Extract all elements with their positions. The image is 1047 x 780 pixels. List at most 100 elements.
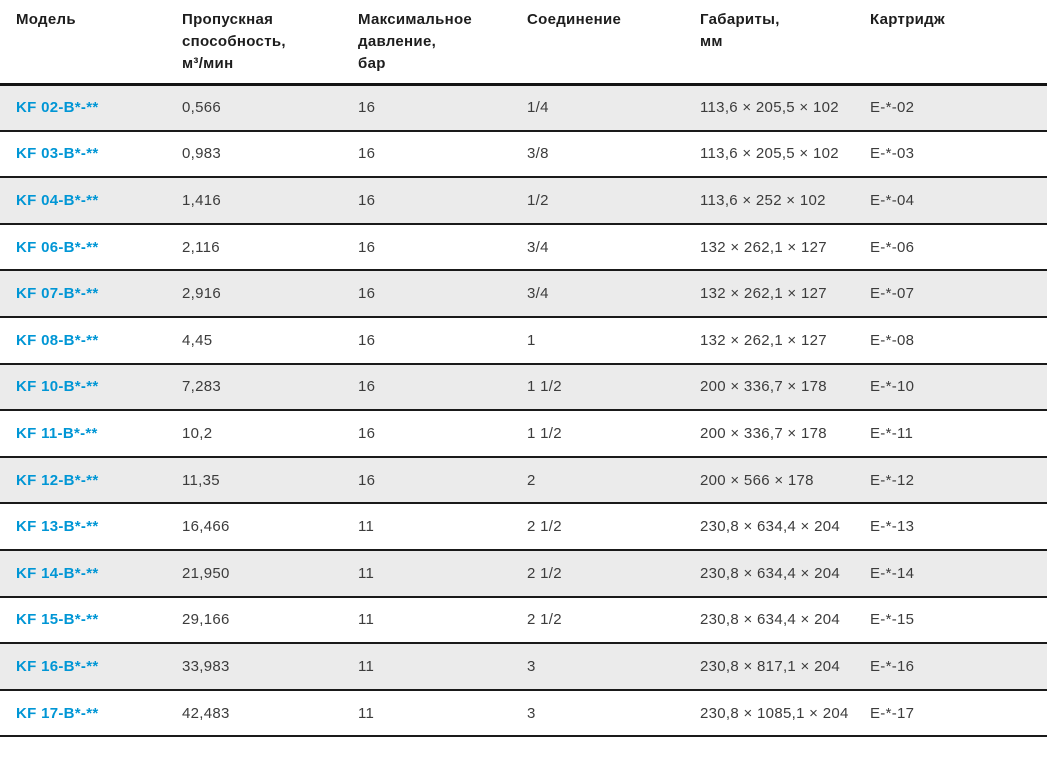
pressure-cell: 16	[358, 456, 527, 505]
capacity-cell: 1,416	[182, 177, 358, 225]
model-cell: KF 17-B*-**	[0, 689, 182, 738]
dimensions-cell: 113,6 × 252 × 102	[700, 177, 870, 225]
column-header-dimensions: Габариты, мм	[700, 0, 870, 86]
model-cell: KF 14-B*-**	[0, 549, 182, 598]
connection-cell: 2	[527, 456, 700, 505]
cartridge-cell: E-*-12	[870, 456, 1047, 505]
pressure-cell: 11	[358, 643, 527, 691]
pressure-cell: 16	[358, 84, 527, 132]
dimensions-cell: 230,8 × 634,4 × 204	[700, 596, 870, 645]
dimensions-cell: 230,8 × 1085,1 × 204	[700, 689, 870, 738]
model-cell: KF 07-B*-**	[0, 270, 182, 318]
model-link[interactable]: KF 12-B*-**	[16, 471, 99, 489]
model-cell: KF 11-B*-**	[0, 410, 182, 458]
pressure-cell: 16	[358, 130, 527, 179]
connection-cell: 1/4	[527, 84, 700, 132]
model-link[interactable]: KF 04-B*-**	[16, 191, 99, 209]
capacity-cell: 10,2	[182, 410, 358, 458]
table-row: KF 08-B*-** 4,45 16 1 132 × 262,1 × 127 …	[0, 316, 1047, 365]
cartridge-cell: E-*-04	[870, 177, 1047, 225]
table-row: KF 06-B*-** 2,116 16 3/4 132 × 262,1 × 1…	[0, 223, 1047, 272]
model-link[interactable]: KF 02-B*-**	[16, 99, 99, 117]
pressure-cell: 11	[358, 596, 527, 645]
connection-cell: 1 1/2	[527, 363, 700, 412]
dimensions-cell: 230,8 × 634,4 × 204	[700, 503, 870, 551]
model-link[interactable]: KF 03-B*-**	[16, 145, 99, 163]
model-link[interactable]: KF 07-B*-**	[16, 285, 99, 303]
model-cell: KF 03-B*-**	[0, 130, 182, 179]
table-row: KF 12-B*-** 11,35 16 2 200 × 566 × 178 E…	[0, 456, 1047, 505]
cartridge-cell: E-*-10	[870, 363, 1047, 412]
pressure-cell: 11	[358, 503, 527, 551]
dimensions-cell: 113,6 × 205,5 × 102	[700, 130, 870, 179]
table-row: KF 07-B*-** 2,916 16 3/4 132 × 262,1 × 1…	[0, 270, 1047, 318]
connection-cell: 2 1/2	[527, 503, 700, 551]
connection-cell: 3/4	[527, 270, 700, 318]
cartridge-cell: E-*-15	[870, 596, 1047, 645]
cartridge-cell: E-*-06	[870, 223, 1047, 272]
table-row: KF 10-B*-** 7,283 16 1 1/2 200 × 336,7 ×…	[0, 363, 1047, 412]
pressure-cell: 16	[358, 363, 527, 412]
dimensions-cell: 230,8 × 634,4 × 204	[700, 549, 870, 598]
table-body: KF 02-B*-** 0,566 16 1/4 113,6 × 205,5 ×…	[0, 84, 1047, 738]
column-header-model: Модель	[0, 0, 182, 86]
dimensions-cell: 132 × 262,1 × 127	[700, 223, 870, 272]
dimensions-cell: 132 × 262,1 × 127	[700, 316, 870, 365]
dimensions-cell: 132 × 262,1 × 127	[700, 270, 870, 318]
cartridge-cell: E-*-13	[870, 503, 1047, 551]
model-link[interactable]: KF 14-B*-**	[16, 564, 99, 582]
model-cell: KF 15-B*-**	[0, 596, 182, 645]
dimensions-cell: 200 × 336,7 × 178	[700, 410, 870, 458]
connection-cell: 2 1/2	[527, 596, 700, 645]
connection-cell: 1 1/2	[527, 410, 700, 458]
table-row: KF 16-B*-** 33,983 11 3 230,8 × 817,1 × …	[0, 643, 1047, 691]
model-cell: KF 08-B*-**	[0, 316, 182, 365]
column-header-cartridge: Картридж	[870, 0, 1047, 86]
model-cell: KF 10-B*-**	[0, 363, 182, 412]
table-row: KF 15-B*-** 29,166 11 2 1/2 230,8 × 634,…	[0, 596, 1047, 645]
model-link[interactable]: KF 17-B*-**	[16, 704, 99, 722]
column-header-pressure: Максимальное давление, бар	[358, 0, 527, 86]
capacity-cell: 2,116	[182, 223, 358, 272]
model-cell: KF 13-B*-**	[0, 503, 182, 551]
cartridge-cell: E-*-16	[870, 643, 1047, 691]
connection-cell: 1	[527, 316, 700, 365]
model-link[interactable]: KF 08-B*-**	[16, 331, 99, 349]
connection-cell: 2 1/2	[527, 549, 700, 598]
pressure-cell: 11	[358, 689, 527, 738]
capacity-cell: 4,45	[182, 316, 358, 365]
dimensions-cell: 113,6 × 205,5 × 102	[700, 84, 870, 132]
model-cell: KF 12-B*-**	[0, 456, 182, 505]
pressure-cell: 16	[358, 270, 527, 318]
model-link[interactable]: KF 13-B*-**	[16, 518, 99, 536]
model-link[interactable]: KF 16-B*-**	[16, 657, 99, 675]
model-cell: KF 02-B*-**	[0, 84, 182, 132]
cartridge-cell: E-*-17	[870, 689, 1047, 738]
table-row: KF 17-B*-** 42,483 11 3 230,8 × 1085,1 ×…	[0, 689, 1047, 738]
cartridge-cell: E-*-08	[870, 316, 1047, 365]
model-link[interactable]: KF 06-B*-**	[16, 238, 99, 256]
capacity-cell: 33,983	[182, 643, 358, 691]
model-link[interactable]: KF 10-B*-**	[16, 378, 99, 396]
table-row: KF 11-B*-** 10,2 16 1 1/2 200 × 336,7 × …	[0, 410, 1047, 458]
model-cell: KF 04-B*-**	[0, 177, 182, 225]
table-row: KF 02-B*-** 0,566 16 1/4 113,6 × 205,5 ×…	[0, 84, 1047, 132]
capacity-cell: 11,35	[182, 456, 358, 505]
cartridge-cell: E-*-14	[870, 549, 1047, 598]
model-link[interactable]: KF 11-B*-**	[16, 424, 98, 442]
capacity-cell: 2,916	[182, 270, 358, 318]
dimensions-cell: 230,8 × 817,1 × 204	[700, 643, 870, 691]
capacity-cell: 21,950	[182, 549, 358, 598]
cartridge-cell: E-*-07	[870, 270, 1047, 318]
model-link[interactable]: KF 15-B*-**	[16, 611, 99, 629]
table-row: KF 04-B*-** 1,416 16 1/2 113,6 × 252 × 1…	[0, 177, 1047, 225]
connection-cell: 3	[527, 643, 700, 691]
capacity-cell: 0,983	[182, 130, 358, 179]
connection-cell: 1/2	[527, 177, 700, 225]
spec-table: Модель Пропускная способность, м³/мин Ма…	[0, 0, 1047, 738]
column-header-connection: Соединение	[527, 0, 700, 86]
model-cell: KF 16-B*-**	[0, 643, 182, 691]
capacity-cell: 42,483	[182, 689, 358, 738]
table-row: KF 14-B*-** 21,950 11 2 1/2 230,8 × 634,…	[0, 549, 1047, 598]
